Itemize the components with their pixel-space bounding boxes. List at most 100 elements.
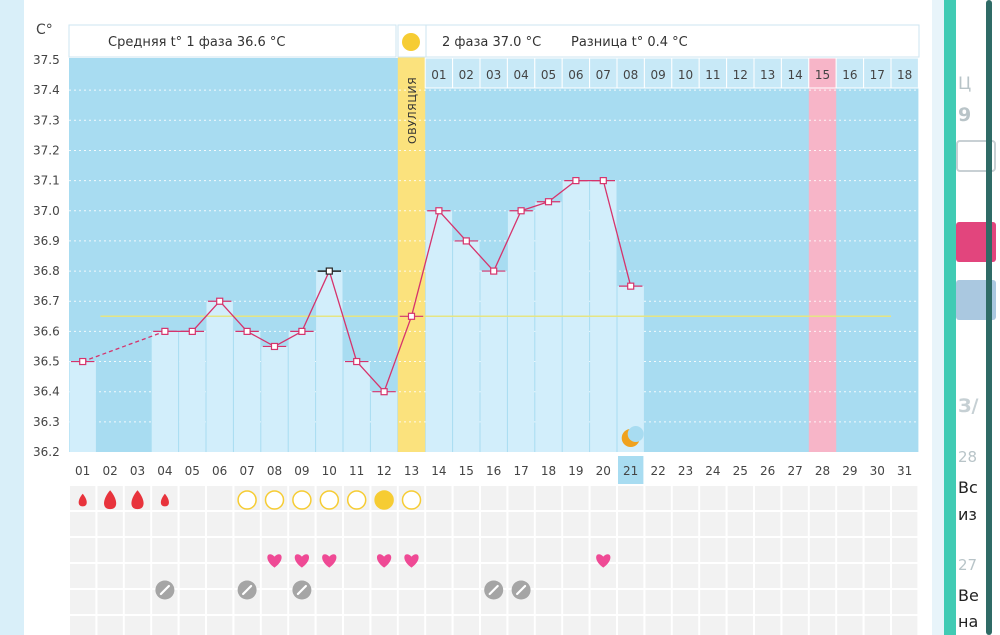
symptom-cell[interactable]	[755, 616, 781, 635]
symptom-cell[interactable]	[316, 512, 342, 536]
symptom-cell[interactable]	[207, 538, 233, 562]
temperature-point[interactable]	[380, 388, 388, 396]
symptom-cell[interactable]	[234, 538, 260, 562]
symptom-cell[interactable]	[371, 564, 397, 588]
symptom-cell[interactable]	[124, 564, 151, 588]
symptom-cell[interactable]	[426, 486, 452, 510]
symptom-cell[interactable]	[124, 616, 151, 635]
symptom-cell[interactable]	[645, 538, 671, 562]
day-label[interactable]: 27	[787, 464, 802, 478]
symptom-cell[interactable]	[782, 512, 808, 536]
symptom-cell[interactable]	[809, 486, 836, 510]
day-label[interactable]: 13	[404, 464, 419, 478]
symptom-cell[interactable]	[782, 486, 808, 510]
symptom-cell[interactable]	[426, 512, 452, 536]
symptom-cell[interactable]	[453, 616, 479, 635]
symptom-cell[interactable]	[727, 564, 753, 588]
symptom-cell[interactable]	[645, 616, 671, 635]
symptom-cell[interactable]	[590, 486, 616, 510]
day-label[interactable]: 03	[130, 464, 145, 478]
symptom-cell[interactable]	[864, 512, 890, 536]
symptom-cell[interactable]	[97, 564, 123, 588]
symptom-cell[interactable]	[563, 616, 589, 635]
day-label[interactable]: 18	[541, 464, 556, 478]
symptom-cell[interactable]	[70, 512, 96, 536]
symptom-cell[interactable]	[837, 616, 863, 635]
symptom-cell[interactable]	[700, 486, 726, 510]
temperature-point[interactable]	[572, 177, 580, 185]
symptom-cell[interactable]	[535, 564, 562, 588]
symptom-cell[interactable]	[179, 564, 205, 588]
side-scrollbar[interactable]	[986, 0, 992, 635]
symptom-cell[interactable]	[755, 538, 781, 562]
symptom-cell[interactable]	[837, 512, 863, 536]
symptom-cell[interactable]	[481, 616, 507, 635]
symptom-cell[interactable]	[864, 616, 890, 635]
symptom-cell[interactable]	[70, 616, 96, 635]
symptom-cell[interactable]	[645, 486, 671, 510]
day-label[interactable]: 12	[376, 464, 391, 478]
symptom-cell[interactable]	[809, 616, 836, 635]
symptom-cell[interactable]	[618, 538, 644, 562]
symptom-cell[interactable]	[234, 616, 260, 635]
symptom-cell[interactable]	[481, 486, 507, 510]
symptom-cell[interactable]	[289, 616, 315, 635]
symptom-cell[interactable]	[535, 590, 562, 614]
symptom-cell[interactable]	[727, 590, 753, 614]
symptom-cell[interactable]	[508, 486, 534, 510]
symptom-cell[interactable]	[837, 486, 863, 510]
symptom-cell[interactable]	[782, 564, 808, 588]
temperature-point[interactable]	[161, 327, 169, 335]
temperature-point[interactable]	[407, 312, 416, 320]
day-label[interactable]: 08	[267, 464, 282, 478]
day-label[interactable]: 23	[678, 464, 693, 478]
symptom-cell[interactable]	[535, 486, 562, 510]
symptom-cell[interactable]	[426, 564, 452, 588]
symptom-cell[interactable]	[809, 538, 836, 562]
day-label[interactable]: 21	[623, 464, 638, 478]
symptom-cell[interactable]	[672, 564, 699, 588]
symptom-cell[interactable]	[727, 616, 753, 635]
temperature-point[interactable]	[243, 327, 251, 335]
symptom-cell[interactable]	[398, 590, 425, 614]
symptom-cell[interactable]	[618, 512, 644, 536]
symptom-cell[interactable]	[316, 564, 342, 588]
symptom-cell[interactable]	[672, 590, 699, 614]
symptom-cell[interactable]	[864, 564, 890, 588]
symptom-cell[interactable]	[234, 512, 260, 536]
day-label[interactable]: 29	[842, 464, 857, 478]
symptom-cell[interactable]	[645, 564, 671, 588]
symptom-cell[interactable]	[344, 590, 370, 614]
day-label[interactable]: 06	[212, 464, 227, 478]
symptom-cell[interactable]	[508, 616, 534, 635]
symptom-cell[interactable]	[70, 564, 96, 588]
day-label[interactable]: 24	[705, 464, 720, 478]
symptom-cell[interactable]	[316, 590, 342, 614]
day-label[interactable]: 15	[459, 464, 474, 478]
symptom-cell[interactable]	[124, 538, 151, 562]
symptom-cell[interactable]	[344, 616, 370, 635]
symptom-cell[interactable]	[864, 538, 890, 562]
symptom-cell[interactable]	[453, 538, 479, 562]
day-label[interactable]: 17	[513, 464, 528, 478]
symptom-cell[interactable]	[809, 512, 836, 536]
symptom-cell[interactable]	[124, 512, 151, 536]
day-label[interactable]: 28	[815, 464, 830, 478]
symptom-cell[interactable]	[618, 486, 644, 510]
symptom-cell[interactable]	[481, 512, 507, 536]
symptom-cell[interactable]	[700, 590, 726, 614]
symptom-cell[interactable]	[398, 512, 425, 536]
symptom-cell[interactable]	[892, 616, 918, 635]
symptom-cell[interactable]	[289, 512, 315, 536]
symptom-cell[interactable]	[97, 512, 123, 536]
symptom-cell[interactable]	[261, 616, 288, 635]
day-label[interactable]: 02	[102, 464, 117, 478]
symptom-cell[interactable]	[371, 590, 397, 614]
symptom-cell[interactable]	[207, 616, 233, 635]
symptom-cell[interactable]	[179, 538, 205, 562]
symptom-cell[interactable]	[124, 590, 151, 614]
symptom-cell[interactable]	[152, 538, 178, 562]
temperature-point[interactable]	[79, 357, 87, 366]
symptom-cell[interactable]	[563, 538, 589, 562]
day-label[interactable]: 14	[431, 464, 446, 478]
